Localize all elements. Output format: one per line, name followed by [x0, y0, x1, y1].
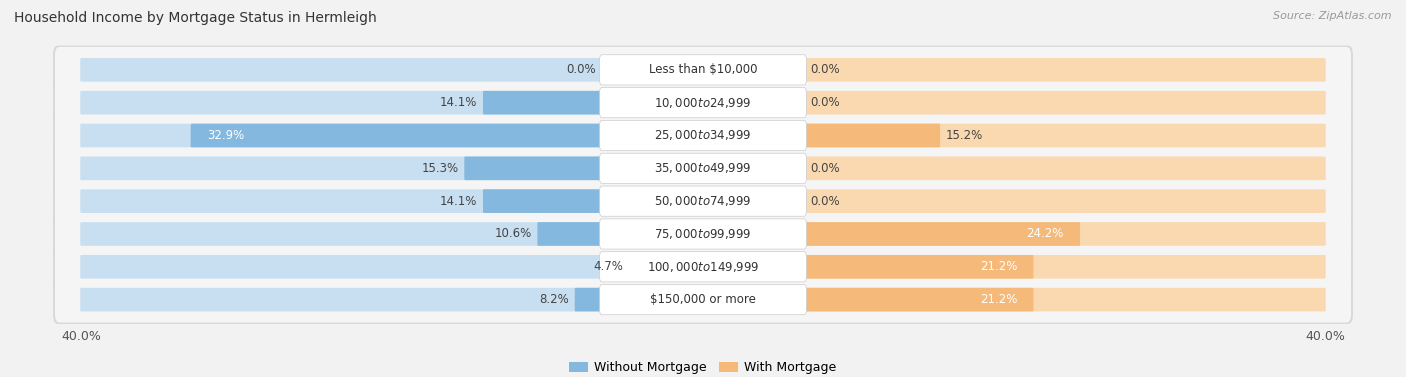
FancyBboxPatch shape — [702, 222, 1326, 246]
FancyBboxPatch shape — [702, 91, 1326, 115]
FancyBboxPatch shape — [702, 124, 1326, 147]
FancyBboxPatch shape — [191, 124, 704, 147]
FancyBboxPatch shape — [537, 222, 704, 246]
FancyBboxPatch shape — [53, 111, 1353, 160]
Text: $10,000 to $24,999: $10,000 to $24,999 — [654, 96, 752, 110]
Text: 0.0%: 0.0% — [567, 63, 596, 77]
FancyBboxPatch shape — [80, 156, 704, 180]
FancyBboxPatch shape — [55, 146, 1351, 191]
Text: 0.0%: 0.0% — [810, 63, 839, 77]
Text: $50,000 to $74,999: $50,000 to $74,999 — [654, 194, 752, 208]
FancyBboxPatch shape — [702, 255, 1033, 279]
Text: 21.2%: 21.2% — [980, 260, 1017, 273]
FancyBboxPatch shape — [702, 156, 1326, 180]
FancyBboxPatch shape — [464, 156, 704, 180]
FancyBboxPatch shape — [53, 78, 1353, 127]
FancyBboxPatch shape — [55, 80, 1351, 126]
FancyBboxPatch shape — [702, 189, 1326, 213]
FancyBboxPatch shape — [55, 277, 1351, 323]
FancyBboxPatch shape — [628, 255, 704, 279]
FancyBboxPatch shape — [55, 244, 1351, 290]
Text: 8.2%: 8.2% — [540, 293, 569, 306]
FancyBboxPatch shape — [55, 178, 1351, 224]
FancyBboxPatch shape — [55, 47, 1351, 93]
Text: 32.9%: 32.9% — [207, 129, 245, 142]
FancyBboxPatch shape — [55, 211, 1351, 257]
FancyBboxPatch shape — [599, 252, 807, 282]
FancyBboxPatch shape — [484, 91, 704, 115]
FancyBboxPatch shape — [55, 112, 1351, 158]
FancyBboxPatch shape — [80, 189, 704, 213]
FancyBboxPatch shape — [702, 288, 1326, 311]
FancyBboxPatch shape — [80, 58, 704, 82]
Text: $100,000 to $149,999: $100,000 to $149,999 — [647, 260, 759, 274]
FancyBboxPatch shape — [80, 91, 704, 115]
Text: 0.0%: 0.0% — [810, 96, 839, 109]
Text: $35,000 to $49,999: $35,000 to $49,999 — [654, 161, 752, 175]
FancyBboxPatch shape — [80, 255, 704, 279]
FancyBboxPatch shape — [80, 124, 704, 147]
FancyBboxPatch shape — [53, 177, 1353, 225]
FancyBboxPatch shape — [80, 222, 704, 246]
Text: 15.3%: 15.3% — [422, 162, 458, 175]
FancyBboxPatch shape — [484, 189, 704, 213]
FancyBboxPatch shape — [599, 153, 807, 184]
Legend: Without Mortgage, With Mortgage: Without Mortgage, With Mortgage — [564, 356, 842, 377]
FancyBboxPatch shape — [702, 288, 1033, 311]
FancyBboxPatch shape — [599, 219, 807, 249]
FancyBboxPatch shape — [599, 120, 807, 150]
Text: Household Income by Mortgage Status in Hermleigh: Household Income by Mortgage Status in H… — [14, 11, 377, 25]
FancyBboxPatch shape — [53, 46, 1353, 94]
Text: Source: ZipAtlas.com: Source: ZipAtlas.com — [1274, 11, 1392, 21]
FancyBboxPatch shape — [575, 288, 704, 311]
Text: 14.1%: 14.1% — [440, 195, 478, 208]
FancyBboxPatch shape — [702, 255, 1326, 279]
Text: $75,000 to $99,999: $75,000 to $99,999 — [654, 227, 752, 241]
Text: Less than $10,000: Less than $10,000 — [648, 63, 758, 77]
FancyBboxPatch shape — [53, 210, 1353, 258]
FancyBboxPatch shape — [53, 144, 1353, 193]
FancyBboxPatch shape — [53, 275, 1353, 324]
Text: 15.2%: 15.2% — [946, 129, 983, 142]
Text: 14.1%: 14.1% — [440, 96, 478, 109]
FancyBboxPatch shape — [702, 222, 1080, 246]
FancyBboxPatch shape — [702, 58, 1326, 82]
FancyBboxPatch shape — [599, 186, 807, 216]
Text: 10.6%: 10.6% — [495, 227, 531, 241]
Text: 4.7%: 4.7% — [593, 260, 624, 273]
FancyBboxPatch shape — [702, 124, 941, 147]
FancyBboxPatch shape — [599, 55, 807, 85]
Text: $25,000 to $34,999: $25,000 to $34,999 — [654, 129, 752, 143]
Text: $150,000 or more: $150,000 or more — [650, 293, 756, 306]
Text: 0.0%: 0.0% — [810, 195, 839, 208]
Text: 24.2%: 24.2% — [1026, 227, 1064, 241]
FancyBboxPatch shape — [599, 87, 807, 118]
FancyBboxPatch shape — [599, 285, 807, 315]
FancyBboxPatch shape — [80, 288, 704, 311]
Text: 0.0%: 0.0% — [810, 162, 839, 175]
FancyBboxPatch shape — [53, 242, 1353, 291]
Text: 21.2%: 21.2% — [980, 293, 1017, 306]
